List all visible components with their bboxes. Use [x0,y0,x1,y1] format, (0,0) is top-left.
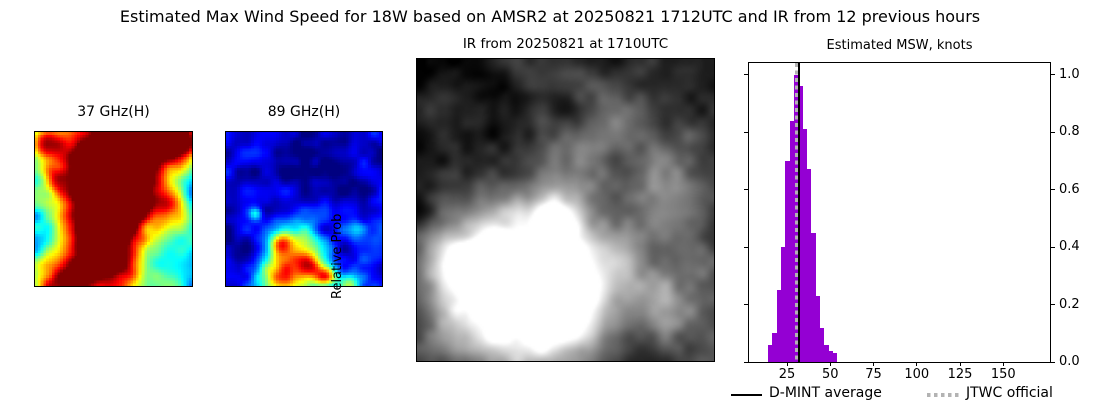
y-axis-tick [744,74,748,75]
x-axis-tick-label: 25 [778,367,796,382]
histogram-bar [832,353,838,362]
y-axis-label: Relative Prob [330,213,345,299]
y-axis-tick-label: 0.8 [1059,124,1080,139]
panel-title-37ghz: 37 GHz(H) [77,104,150,120]
panel-title-ir: IR from 20250821 at 1710UTC [462,36,669,52]
legend-line-dmint [731,394,762,396]
y-axis-tick [744,131,748,133]
figure-title: Estimated Max Wind Speed for 18W based o… [119,7,981,26]
histogram-bar [776,290,781,362]
histogram-bar [802,129,807,362]
x-axis-tick [959,362,961,366]
histogram-bar [819,327,825,362]
histogram-title: Estimated MSW, knots [826,38,973,53]
jtwc-official-line [794,63,798,362]
histogram-bar [811,232,816,362]
histogram-bar [781,247,786,362]
ir-satellite-image [416,58,715,362]
x-axis-tick [786,362,788,366]
x-axis-tick-label: 100 [904,367,930,382]
x-axis-tick-label: 150 [990,367,1016,382]
y-axis-tick-label: 0.4 [1059,239,1080,254]
y-axis-tick [744,246,748,248]
y-axis-tick [744,189,748,190]
y-axis-tick [1051,131,1055,133]
y-axis-tick [1051,361,1055,363]
y-axis-tick-label: 0.2 [1059,296,1080,312]
histogram-bar [815,295,820,362]
legend-label-jtwc: JTWC official [966,385,1053,401]
x-axis-tick-label: 50 [822,367,839,382]
histogram-bar [828,350,833,362]
y-axis-tick-label: 1.0 [1059,66,1080,82]
amsr2-89ghz-image [225,131,383,287]
histogram-bar [798,86,803,362]
x-axis-tick [829,362,831,366]
histogram-bar [772,333,777,362]
histogram-bar [768,344,773,362]
x-axis-tick-label: 125 [947,367,973,382]
x-axis-tick [916,362,918,366]
histogram-bar [806,169,812,362]
histogram-bar [789,120,794,362]
x-axis-tick [873,362,875,366]
legend-label-dmint: D-MINT average [769,385,882,401]
amsr2-37ghz-image [34,131,193,287]
panel-title-89ghz: 89 GHz(H) [267,104,341,120]
y-axis-tick-label: 0.0 [1059,354,1080,369]
y-axis-tick [1051,189,1055,190]
y-axis-tick [1051,74,1055,75]
y-axis-tick [744,304,748,305]
x-axis-tick [1002,362,1004,366]
x-axis-tick-label: 75 [865,367,882,382]
histogram-bar [824,344,829,362]
histogram-bar [785,160,790,362]
y-axis-tick [1051,304,1055,305]
dmint-average-line [797,63,800,362]
y-axis-tick [744,361,748,363]
legend-line-jtwc [927,393,961,397]
histogram-plot-frame [748,62,1051,363]
y-axis-tick [1051,246,1055,248]
y-axis-tick-label: 0.6 [1059,181,1080,197]
